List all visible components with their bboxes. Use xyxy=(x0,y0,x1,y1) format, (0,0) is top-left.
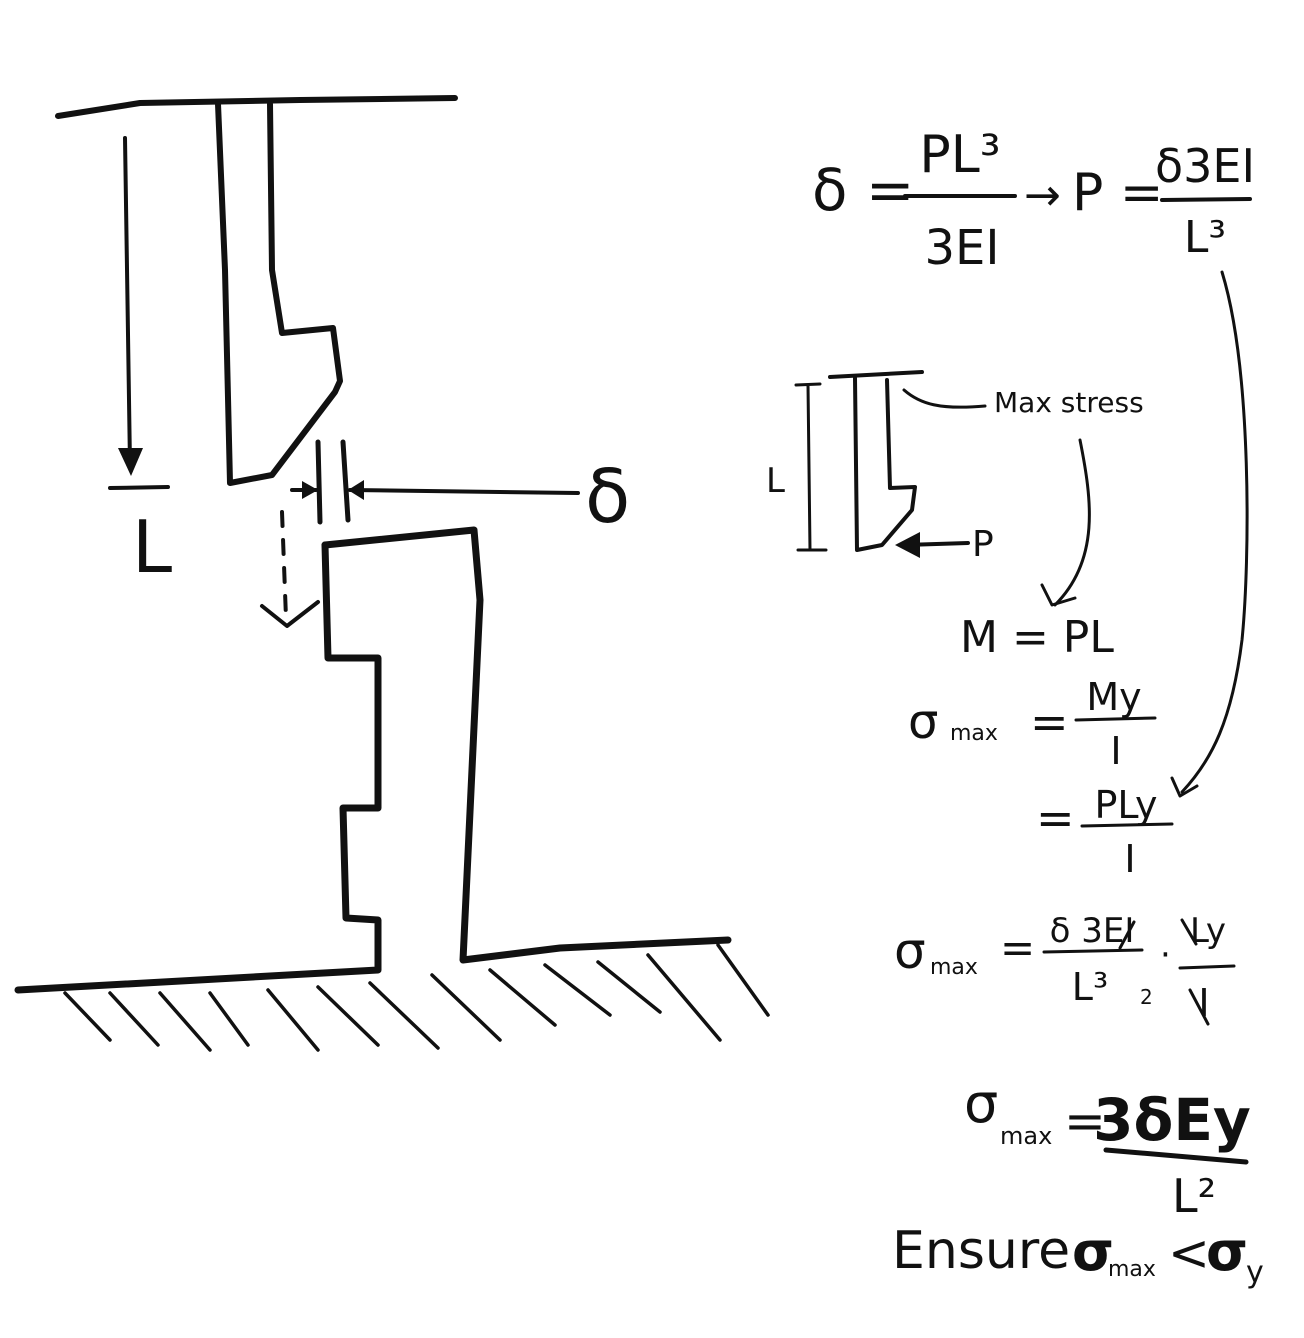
moment-curved-arrow xyxy=(1053,438,1091,607)
equals-2: = xyxy=(1036,791,1075,845)
stress-2-numerator: PLy xyxy=(1094,783,1157,827)
substitution-curved-arrow xyxy=(1180,270,1249,794)
detail-load-arrowhead xyxy=(895,532,920,558)
sigma-symbol-final: σ xyxy=(964,1072,998,1135)
criterion-sigma-yield: σ xyxy=(1206,1220,1248,1283)
max-stress-label: Max stress xyxy=(994,386,1144,419)
deflection-numerator: PL³ xyxy=(919,125,1000,185)
cantilever-hook xyxy=(215,101,343,486)
motion-dashed-line xyxy=(280,510,288,620)
detail-drawing: L P Max stress xyxy=(766,370,1144,565)
stress-3-cancel-mark: 2 xyxy=(1140,985,1153,1009)
deflection-arrowhead-right xyxy=(348,480,364,500)
detail-hook xyxy=(853,376,917,552)
sigma-symbol-1: σ xyxy=(908,694,938,750)
criterion-sigma-max: σ xyxy=(1072,1220,1114,1283)
deflection-lhs: δ = xyxy=(812,156,915,224)
detail-length-bracket xyxy=(794,382,828,552)
deflection-arrowhead-left xyxy=(302,481,318,499)
max-stress-leader xyxy=(902,388,987,409)
load-numerator: δ3EI xyxy=(1155,139,1255,193)
stress-2-fraction-bar xyxy=(1080,822,1174,828)
moment-equation: M = PL xyxy=(960,612,1114,663)
deflection-arrow-right xyxy=(348,488,580,495)
stress-1-fraction-bar xyxy=(1074,716,1157,722)
stress-1-denominator: I xyxy=(1110,729,1121,773)
stress-equation-2: = PLy I xyxy=(1036,783,1174,881)
stress-final-denominator: L² xyxy=(1172,1169,1216,1223)
stress-3-dot: · xyxy=(1160,935,1171,975)
equals-3: = xyxy=(1000,923,1035,972)
ensure-word: Ensure xyxy=(892,1221,1070,1281)
mating-part-right-edge xyxy=(321,526,732,964)
length-tick xyxy=(108,485,170,490)
detail-length-label: L xyxy=(766,461,785,501)
substitution-curved-arrowhead xyxy=(1170,776,1199,798)
snap-fit-drawing: L δ xyxy=(14,95,770,1052)
sigma-subscript-3: max xyxy=(930,955,978,980)
detail-wall xyxy=(828,370,924,379)
sigma-symbol-3: σ xyxy=(894,922,926,980)
stress-3-denominator-1: L³ xyxy=(1072,965,1108,1009)
stress-3-fraction-bar-2 xyxy=(1178,964,1236,970)
design-criterion: Ensure σ max < σ y xyxy=(892,1220,1264,1290)
criterion-sigma-max-subscript: max xyxy=(1108,1257,1156,1282)
equals-final: = xyxy=(1064,1092,1106,1150)
length-arrow-head xyxy=(118,448,143,476)
detail-load-label: P xyxy=(972,524,994,565)
deflection-denominator: 3EI xyxy=(924,220,999,276)
load-denominator: L³ xyxy=(1184,212,1226,263)
mating-part-left-edge xyxy=(14,541,382,994)
implies-arrow: → xyxy=(1024,170,1061,221)
length-label: L xyxy=(132,505,172,589)
stress-3-numerator-1: δ 3EI xyxy=(1050,911,1135,951)
stress-final-numerator: 3δEy xyxy=(1093,1086,1251,1154)
deflection-tick-left xyxy=(315,439,323,525)
top-wall xyxy=(55,95,458,119)
stress-3-denominator-2: I xyxy=(1198,981,1209,1025)
deflection-tick-right xyxy=(340,439,351,523)
load-lhs: P = xyxy=(1072,163,1163,223)
moment-curved-arrowhead xyxy=(1040,583,1077,607)
stress-final-fraction-bar xyxy=(1103,1147,1249,1165)
stress-equation-1: σ max = My I xyxy=(908,675,1157,773)
deflection-equation: δ = PL³ 3EI → P = δ3EI L³ xyxy=(812,125,1255,276)
motion-arrow-head xyxy=(260,600,320,628)
sigma-subscript-1: max xyxy=(950,721,998,746)
deflection-label: δ xyxy=(585,454,630,540)
stress-equation-3: σ max = δ 3EI L³ 2 · Ly I xyxy=(894,911,1236,1026)
stress-1-numerator: My xyxy=(1086,675,1141,719)
stress-3-fraction-bar-1 xyxy=(1042,948,1144,954)
cancellation-strokes xyxy=(1118,918,1210,1026)
stress-2-denominator: I xyxy=(1124,837,1135,881)
length-arrow-shaft xyxy=(123,136,132,467)
sigma-subscript-final: max xyxy=(1000,1122,1052,1150)
criterion-less-than: < xyxy=(1168,1224,1210,1282)
criterion-sigma-yield-subscript: y xyxy=(1246,1255,1264,1290)
load-fraction-bar xyxy=(1160,197,1252,202)
equals-1: = xyxy=(1030,695,1069,749)
ground-hatching xyxy=(63,943,770,1052)
stress-equation-final: σ max = 3δEy L² xyxy=(964,1072,1251,1223)
